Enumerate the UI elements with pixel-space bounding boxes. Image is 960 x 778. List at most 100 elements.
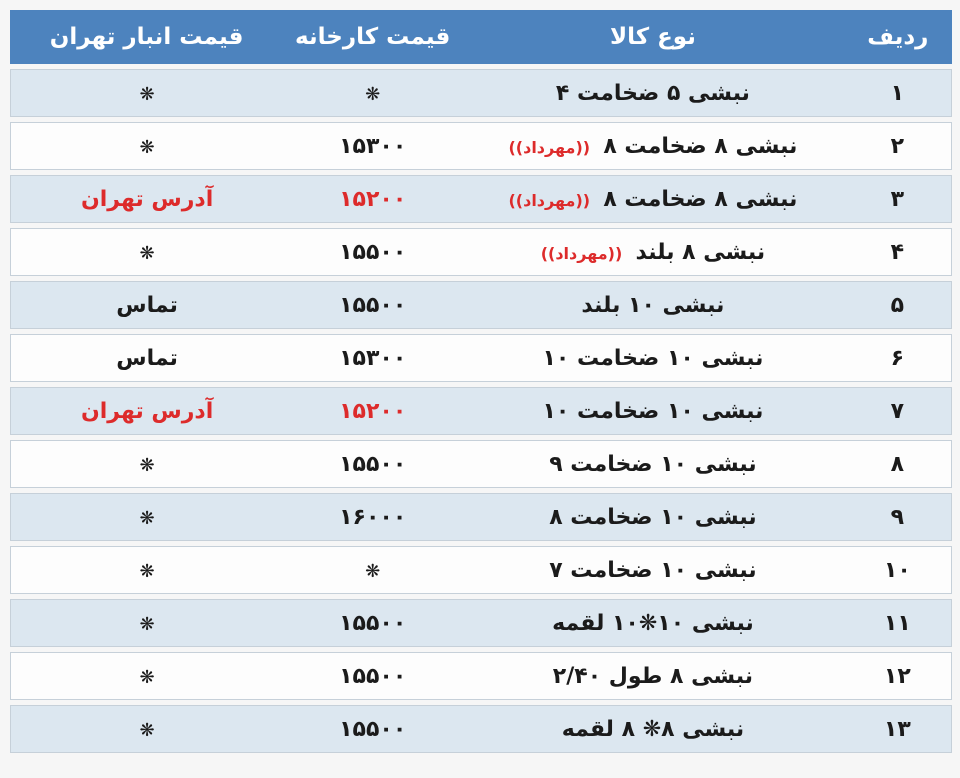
warehouse-price-cell: ❋ <box>10 705 284 753</box>
factory-price-value: ❋ <box>365 83 381 105</box>
product-cell: نبشی ۱۰❋۱۰ لقمه <box>462 599 844 647</box>
row-number: ۱ <box>890 80 905 106</box>
row-number-cell: ۶ <box>843 334 952 382</box>
factory-price-cell: ۱۵۵۰۰ <box>283 281 463 329</box>
product-name: نبشی ۸❋ ۸ لقمه <box>561 716 745 742</box>
warehouse-price-value: آدرس تهران <box>80 398 214 424</box>
row-number: ۸ <box>890 451 905 477</box>
warehouse-price-value: ❋ <box>139 507 155 529</box>
product-cell: نبشی ۱۰ ضخامت ۱۰ <box>462 334 844 382</box>
warehouse-price-value: ❋ <box>139 454 155 476</box>
row-number-cell: ۱۰ <box>843 546 952 594</box>
product-cell: نبشی ۸❋ ۸ لقمه <box>462 705 844 753</box>
row-number-cell: ۱۲ <box>843 652 952 700</box>
warehouse-price-cell: ❋ <box>10 122 284 170</box>
header-row: ردیف نوع کالا قیمت کارخانه قیمت انبار ته… <box>10 10 952 64</box>
product-name: نبشی ۵ ضخامت ۴ <box>555 80 750 106</box>
product-name: نبشی ۸ ضخامت ۸ <box>603 186 798 212</box>
table-row: ۱۰ نبشی ۱۰ ضخامت ۷ ❋ ❋ <box>10 546 952 594</box>
product-name: نبشی ۱۰ ضخامت ۸ <box>549 504 757 530</box>
warehouse-price-cell: تماس <box>10 334 284 382</box>
warehouse-price-cell: ❋ <box>10 599 284 647</box>
warehouse-price-value: ❋ <box>139 613 155 635</box>
row-number: ۱۲ <box>883 663 911 689</box>
factory-price-value: ۱۵۵۰۰ <box>339 451 407 477</box>
product-cell: نبشی ۵ ضخامت ۴ <box>462 69 844 117</box>
warehouse-price-value: ❋ <box>139 666 155 688</box>
factory-price-cell: ۱۶۰۰۰ <box>283 493 463 541</box>
table-row: ۶ نبشی ۱۰ ضخامت ۱۰ ۱۵۳۰۰ تماس <box>10 334 952 382</box>
product-name: نبشی ۸ بلند <box>635 239 766 265</box>
warehouse-price-cell: ❋ <box>10 228 284 276</box>
factory-price-value: ۱۵۲۰۰ <box>339 186 407 212</box>
row-number-cell: ۴ <box>843 228 952 276</box>
product-cell: نبشی ۸ بلند ((مهرداد)) <box>462 228 844 276</box>
product-cell: نبشی ۸ ضخامت ۸ ((مهرداد)) <box>462 122 844 170</box>
header-cell-factory-price: قیمت کارخانه <box>283 10 463 64</box>
factory-price-cell: ❋ <box>283 69 463 117</box>
factory-price-value: ۱۵۵۰۰ <box>339 663 407 689</box>
table-row: ۱۲ نبشی ۸ طول ۲/۴۰ ۱۵۵۰۰ ❋ <box>10 652 952 700</box>
product-note: ((مهرداد)) <box>508 137 596 157</box>
table-body: ۱ نبشی ۵ ضخامت ۴ ❋ ❋ ۲ نبشی ۸ ضخامت ۸ ((… <box>10 69 952 753</box>
warehouse-price-cell: ❋ <box>10 69 284 117</box>
row-number: ۱۰ <box>883 557 911 583</box>
product-cell: نبشی ۸ ضخامت ۸ ((مهرداد)) <box>462 175 844 223</box>
warehouse-price-value: آدرس تهران <box>80 186 214 212</box>
header-cell-product: نوع کالا <box>462 10 844 64</box>
table-row: ۲ نبشی ۸ ضخامت ۸ ((مهرداد)) ۱۵۳۰۰ ❋ <box>10 122 952 170</box>
warehouse-price-value: ❋ <box>139 136 155 158</box>
row-number-cell: ۱۱ <box>843 599 952 647</box>
product-note: ((مهرداد)) <box>508 190 596 210</box>
factory-price-value: ۱۵۳۰۰ <box>339 345 407 371</box>
row-number: ۱۳ <box>883 716 911 742</box>
row-number-cell: ۵ <box>843 281 952 329</box>
warehouse-price-value: ❋ <box>139 242 155 264</box>
table-row: ۹ نبشی ۱۰ ضخامت ۸ ۱۶۰۰۰ ❋ <box>10 493 952 541</box>
row-number-cell: ۱۳ <box>843 705 952 753</box>
factory-price-value: ۱۵۵۰۰ <box>339 239 407 265</box>
warehouse-price-cell: ❋ <box>10 652 284 700</box>
row-number: ۳ <box>890 186 905 212</box>
table-row: ۱ نبشی ۵ ضخامت ۴ ❋ ❋ <box>10 69 952 117</box>
product-cell: نبشی ۱۰ ضخامت ۸ <box>462 493 844 541</box>
factory-price-cell: ۱۵۳۰۰ <box>283 122 463 170</box>
product-name: نبشی ۱۰ ضخامت ۹ <box>549 451 757 477</box>
factory-price-cell: ۱۵۵۰۰ <box>283 599 463 647</box>
row-number-cell: ۷ <box>843 387 952 435</box>
product-name: نبشی ۱۰ ضخامت ۱۰ <box>542 345 764 371</box>
table-row: ۱۱ نبشی ۱۰❋۱۰ لقمه ۱۵۵۰۰ ❋ <box>10 599 952 647</box>
row-number: ۲ <box>890 133 905 159</box>
factory-price-value: ۱۵۵۰۰ <box>339 716 407 742</box>
product-name: نبشی ۸ طول ۲/۴۰ <box>552 663 754 689</box>
table-row: ۵ نبشی ۱۰ بلند ۱۵۵۰۰ تماس <box>10 281 952 329</box>
factory-price-value: ۱۵۲۰۰ <box>339 398 407 424</box>
row-number-cell: ۳ <box>843 175 952 223</box>
product-note: ((مهرداد)) <box>540 243 628 263</box>
product-cell: نبشی ۱۰ ضخامت ۹ <box>462 440 844 488</box>
warehouse-price-value: ❋ <box>139 719 155 741</box>
row-number-cell: ۹ <box>843 493 952 541</box>
price-table: ردیف نوع کالا قیمت کارخانه قیمت انبار ته… <box>10 5 952 758</box>
factory-price-cell: ۱۵۲۰۰ <box>283 175 463 223</box>
warehouse-price-cell: ❋ <box>10 546 284 594</box>
product-name: نبشی ۸ ضخامت ۸ <box>603 133 798 159</box>
factory-price-cell: ۱۵۵۰۰ <box>283 652 463 700</box>
product-cell: نبشی ۱۰ ضخامت ۱۰ <box>462 387 844 435</box>
warehouse-price-cell: آدرس تهران <box>10 387 284 435</box>
product-cell: نبشی ۱۰ ضخامت ۷ <box>462 546 844 594</box>
warehouse-price-value: ❋ <box>139 560 155 582</box>
table-row: ۴ نبشی ۸ بلند ((مهرداد)) ۱۵۵۰۰ ❋ <box>10 228 952 276</box>
product-cell: نبشی ۸ طول ۲/۴۰ <box>462 652 844 700</box>
factory-price-value: ۱۶۰۰۰ <box>339 504 407 530</box>
table-row: ۳ نبشی ۸ ضخامت ۸ ((مهرداد)) ۱۵۲۰۰ آدرس ت… <box>10 175 952 223</box>
row-number: ۶ <box>890 345 905 371</box>
row-number-cell: ۲ <box>843 122 952 170</box>
header-cell-radif: ردیف <box>843 10 952 64</box>
warehouse-price-cell: ❋ <box>10 493 284 541</box>
row-number: ۱۱ <box>883 610 911 636</box>
row-number-cell: ۸ <box>843 440 952 488</box>
product-cell: نبشی ۱۰ بلند <box>462 281 844 329</box>
factory-price-value: ۱۵۵۰۰ <box>339 292 407 318</box>
factory-price-cell: ۱۵۲۰۰ <box>283 387 463 435</box>
